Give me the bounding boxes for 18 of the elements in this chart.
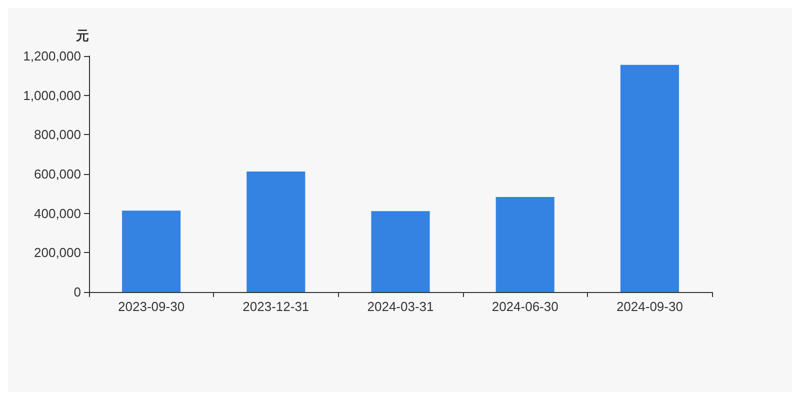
bar (246, 171, 306, 292)
y-tick-label: 1,200,000 (23, 48, 81, 64)
y-tick-label: 400,000 (34, 206, 81, 221)
bar (620, 64, 679, 292)
y-tick-label: 800,000 (34, 127, 81, 142)
bar (496, 197, 554, 292)
bar (371, 211, 430, 292)
x-tick-label: 2024-03-31 (367, 299, 434, 314)
x-tick-label: 2024-09-30 (616, 299, 683, 314)
x-tick-label: 2023-12-31 (242, 299, 310, 314)
y-axis-title: 元 (75, 28, 89, 43)
x-tick-label: 2024-06-30 (492, 299, 558, 314)
y-tick-label: 1,000,000 (23, 88, 81, 103)
y-tick-label: 600,000 (34, 166, 81, 182)
y-tick-label: 0 (74, 284, 81, 300)
x-tick-label: 2023-09-30 (118, 299, 185, 314)
y-tick-label: 200,000 (34, 245, 81, 260)
bar (122, 210, 181, 292)
